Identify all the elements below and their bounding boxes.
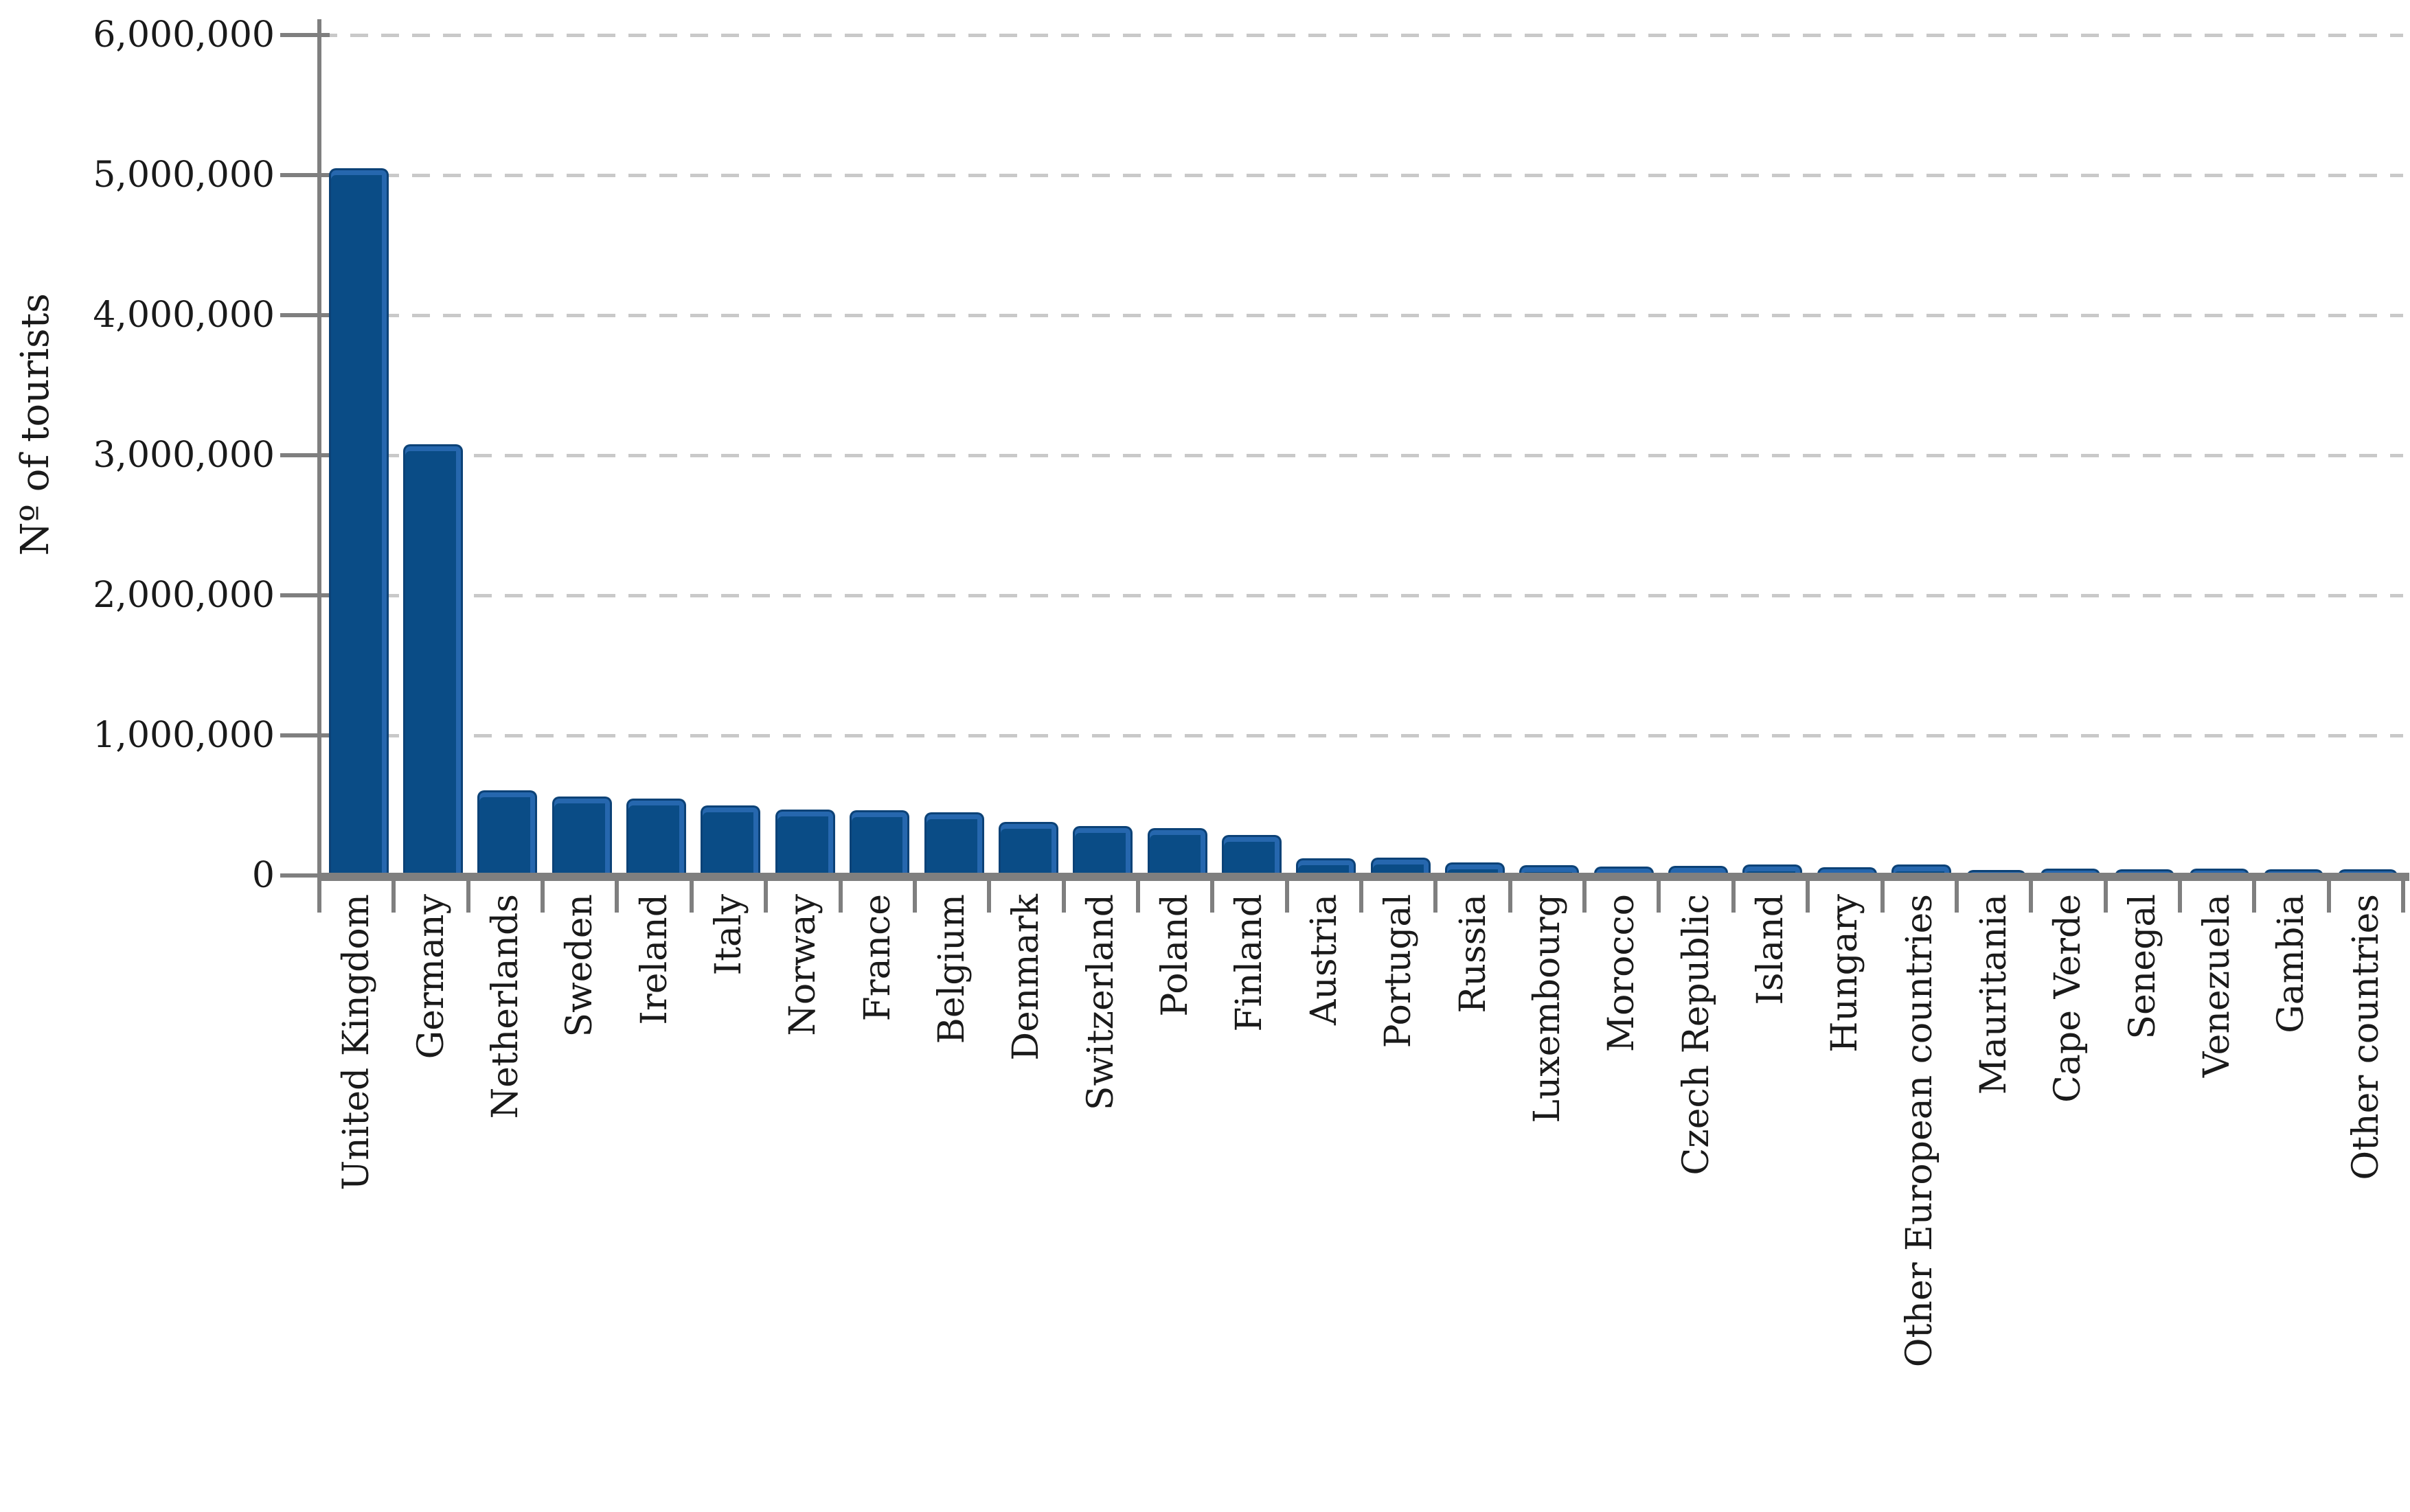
y-axis-tick bbox=[280, 873, 330, 878]
x-tick-label-united-kingdom: United Kingdom bbox=[336, 894, 377, 1191]
y-axis-tick bbox=[280, 733, 330, 737]
x-tick-label-sweden: Sweden bbox=[559, 894, 600, 1038]
bar-finland bbox=[1222, 835, 1282, 878]
x-tick-label-czech-republic: Czech Republic bbox=[1676, 894, 1717, 1176]
y-axis-line bbox=[317, 19, 321, 886]
x-axis-tick bbox=[2401, 881, 2405, 913]
x-tick-label-poland: Poland bbox=[1155, 894, 1196, 1017]
gridline bbox=[319, 34, 2403, 37]
y-tick-label: 5,000,000 bbox=[93, 154, 275, 196]
y-axis-tick bbox=[280, 593, 330, 597]
x-tick-label-austria: Austria bbox=[1304, 894, 1345, 1026]
y-tick-label: 6,000,000 bbox=[93, 14, 275, 56]
y-tick-label: 3,000,000 bbox=[93, 435, 275, 476]
y-axis-tick bbox=[280, 173, 330, 177]
x-tick-label-hungary: Hungary bbox=[1824, 894, 1865, 1053]
bar-germany bbox=[403, 444, 463, 878]
x-axis-tick bbox=[1657, 881, 1661, 913]
x-tick-label-venezuela: Venezuela bbox=[2196, 894, 2238, 1078]
y-tick-label: 0 bbox=[251, 855, 275, 896]
x-tick-label-finland: Finland bbox=[1229, 894, 1270, 1032]
gridline bbox=[319, 174, 2403, 177]
x-axis-tick bbox=[1806, 881, 1810, 913]
bar-netherlands bbox=[477, 790, 537, 878]
bar-denmark bbox=[999, 822, 1058, 878]
tourists-by-country-bar-chart: Nº of tourists 0 1,000,000 2,000,000 3,000,… bbox=[13, 14, 2409, 1368]
x-axis-tick bbox=[2252, 881, 2256, 913]
x-tick-label-denmark: Denmark bbox=[1005, 894, 1047, 1061]
x-axis-tick bbox=[1582, 881, 1587, 913]
x-axis-tick bbox=[1433, 881, 1437, 913]
x-axis-tick bbox=[1062, 881, 1066, 913]
x-tick-label-portugal: Portugal bbox=[1378, 894, 1419, 1049]
bar-poland bbox=[1148, 828, 1207, 878]
x-axis-tick bbox=[1210, 881, 1214, 913]
x-axis-tick bbox=[690, 881, 694, 913]
x-tick-label-other-european-countries: Other European countries bbox=[1899, 894, 1940, 1368]
bar-united-kingdom bbox=[329, 168, 389, 878]
x-axis-tick bbox=[913, 881, 917, 913]
x-axis-tick bbox=[1285, 881, 1289, 913]
x-axis-tick bbox=[317, 881, 321, 913]
x-tick-label-belgium: Belgium bbox=[931, 894, 973, 1044]
bar-norway bbox=[775, 810, 835, 878]
y-axis-tick bbox=[280, 313, 330, 317]
x-tick-label-italy: Italy bbox=[708, 894, 749, 976]
x-tick-label-morocco: Morocco bbox=[1601, 894, 1642, 1053]
x-axis-tick bbox=[1136, 881, 1140, 913]
bar-italy bbox=[701, 805, 760, 878]
y-tick-label: 1,000,000 bbox=[93, 715, 275, 756]
plot-area: 0 1,000,000 2,000,000 3,000,000 4,000,000 5,0… bbox=[93, 14, 2409, 1367]
x-tick-label-island: Island bbox=[1750, 894, 1791, 1005]
x-axis-tick bbox=[2104, 881, 2108, 913]
x-tick-label-norway: Norway bbox=[782, 894, 823, 1036]
x-axis-line bbox=[317, 873, 2409, 881]
x-tick-label-france: France bbox=[857, 894, 898, 1022]
x-axis-tick bbox=[1508, 881, 1512, 913]
x-axis-tick bbox=[1955, 881, 1959, 913]
x-axis-tick bbox=[1359, 881, 1363, 913]
gridline bbox=[319, 734, 2403, 737]
x-tick-label-germany: Germany bbox=[411, 894, 452, 1059]
x-tick-label-cape-verde: Cape Verde bbox=[2047, 894, 2089, 1103]
x-axis-tick bbox=[2178, 881, 2182, 913]
x-tick-label-mauritania: Mauritania bbox=[1973, 894, 2014, 1095]
y-tick-label: 2,000,000 bbox=[93, 575, 275, 616]
x-tick-label-luxembourg: Luxembourg bbox=[1527, 894, 1568, 1123]
x-axis-tick bbox=[764, 881, 768, 913]
x-tick-label-senegal: Senegal bbox=[2122, 894, 2163, 1040]
y-axis-tick bbox=[280, 453, 330, 457]
gridline bbox=[319, 454, 2403, 457]
x-axis-tick bbox=[839, 881, 843, 913]
x-axis-tick bbox=[2327, 881, 2331, 913]
bar-belgium bbox=[924, 812, 984, 878]
x-tick-label-ireland: Ireland bbox=[634, 894, 675, 1025]
x-axis-tick bbox=[391, 881, 396, 913]
y-axis-tick bbox=[280, 33, 330, 37]
x-tick-label-switzerland: Switzerland bbox=[1080, 894, 1122, 1111]
x-tick-label-gambia: Gambia bbox=[2271, 894, 2312, 1033]
x-axis-tick bbox=[2029, 881, 2033, 913]
bar-ireland bbox=[626, 799, 686, 878]
x-axis-tick bbox=[466, 881, 470, 913]
x-axis-tick bbox=[541, 881, 545, 913]
gridline bbox=[319, 594, 2403, 597]
y-tick-label: 4,000,000 bbox=[93, 295, 275, 336]
x-axis-tick bbox=[987, 881, 991, 913]
x-tick-label-netherlands: Netherlands bbox=[485, 894, 526, 1119]
gridline bbox=[319, 314, 2403, 317]
x-axis-tick bbox=[615, 881, 619, 913]
bar-france bbox=[850, 810, 909, 878]
x-tick-label-russia: Russia bbox=[1453, 894, 1494, 1013]
bar-sweden bbox=[552, 797, 612, 878]
bar-switzerland bbox=[1073, 826, 1133, 878]
x-axis-tick bbox=[1880, 881, 1885, 913]
x-axis-tick bbox=[1731, 881, 1736, 913]
x-tick-label-other-countries: Other countries bbox=[2345, 894, 2387, 1180]
